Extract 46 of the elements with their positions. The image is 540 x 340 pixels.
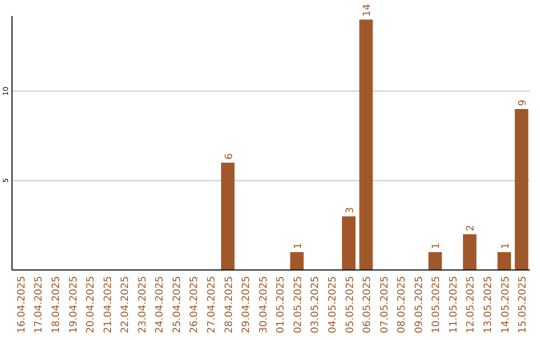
x-tick-label: 10.05.2025 [431,276,442,334]
bar [514,109,528,270]
bar [498,252,511,270]
x-tick-label: 27.04.2025 [206,276,218,334]
x-tick-label: 07.05.2025 [379,276,390,334]
bar [428,252,442,270]
x-tick-label: 28.04.2025 [224,276,235,334]
bar [221,162,235,270]
data-label: 6 [224,153,235,160]
x-tick-label: 24.04.2025 [154,276,166,334]
x-tick-label: 17.04.2025 [34,276,45,334]
x-tick-label: 25.04.2025 [172,276,183,334]
x-tick-label: 21.04.2025 [102,276,114,334]
x-tick-label: 26.04.2025 [189,276,200,334]
x-tick-label: 01.05.2025 [276,276,287,334]
x-tick-label: 22.04.2025 [120,276,132,334]
x-tick-label: 15.05.2025 [518,276,529,334]
bar [290,252,304,270]
x-tick-label: 20.04.2025 [86,276,97,334]
data-label: 3 [344,206,356,214]
x-tick-label: 11.05.2025 [448,276,460,334]
bar [342,216,356,270]
x-tick-label: 29.04.2025 [241,276,252,334]
data-label: 14 [362,4,374,17]
x-tick-label: 13.05.2025 [482,276,494,334]
x-tick-label: 03.05.2025 [310,276,322,334]
bar [359,20,373,270]
x-tick-label: 08.05.2025 [396,276,408,334]
data-label: 1 [500,242,512,250]
data-label: 9 [518,100,529,106]
x-tick-label: 14.05.2025 [500,276,512,334]
bar [462,234,476,270]
x-tick-label: 12.05.2025 [466,276,477,334]
x-tick-label: 04.05.2025 [327,276,338,334]
data-label: 1 [292,242,304,250]
data-label: 2 [466,224,477,232]
x-tick-label: 06.05.2025 [362,276,374,334]
x-tick-label: 09.05.2025 [414,276,425,334]
x-tick-label: 23.04.2025 [137,276,148,334]
x-tick-label: 18.04.2025 [51,276,62,334]
x-tick-label: 02.05.2025 [292,276,304,334]
x-tick-label: 19.04.2025 [68,276,80,334]
x-tick-label: 05.05.2025 [344,276,356,334]
x-tick-label: 16.04.2025 [16,276,28,334]
data-label: 1 [431,242,442,250]
x-tick-label: 30.04.2025 [258,276,270,334]
